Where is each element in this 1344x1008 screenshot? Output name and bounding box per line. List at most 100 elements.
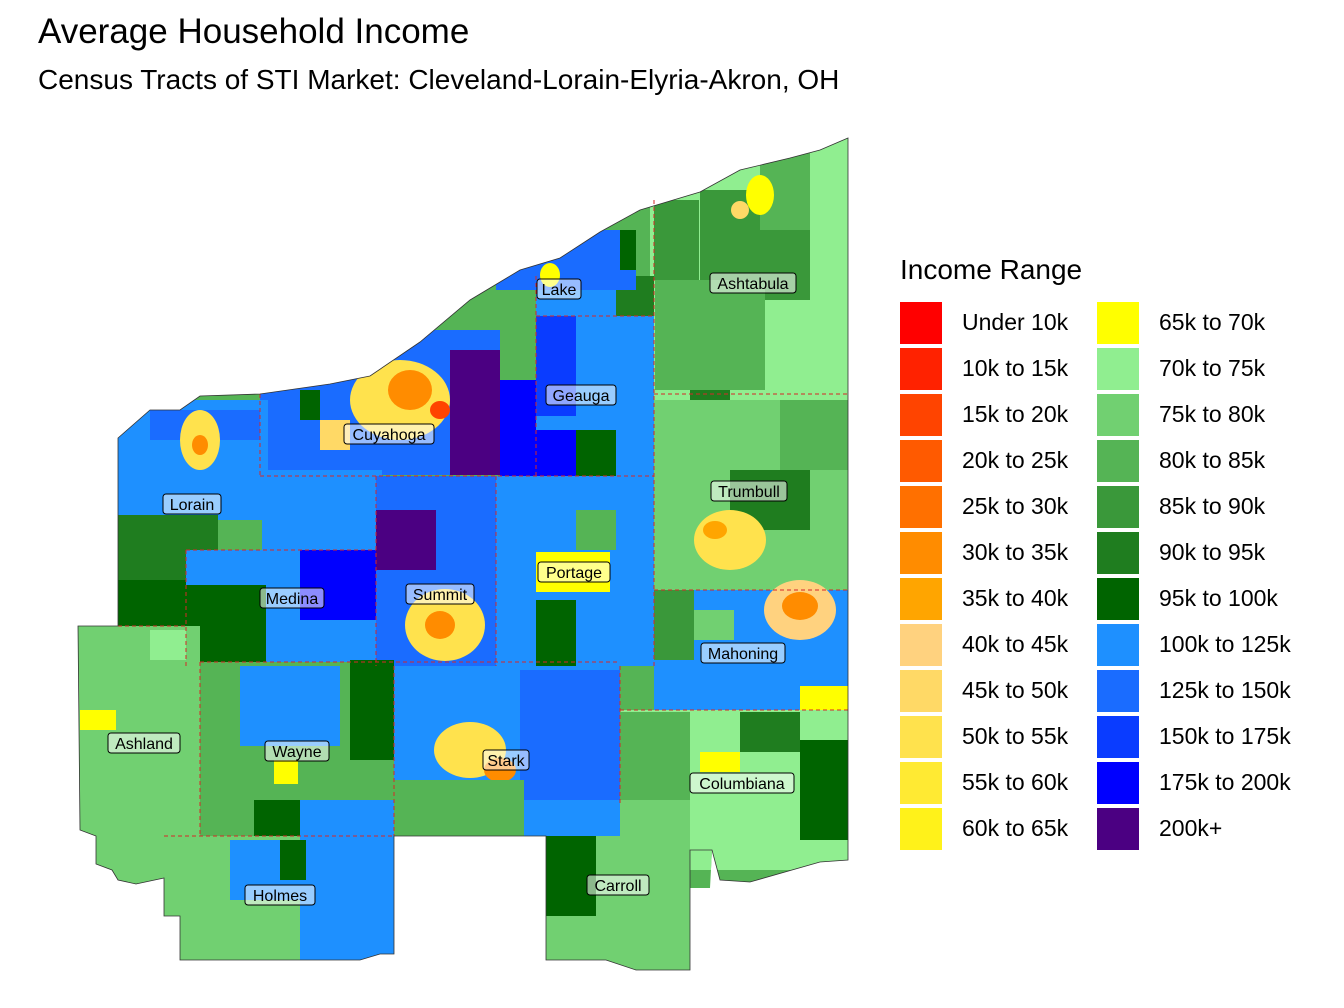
legend-label: 80k to 85k — [1159, 447, 1266, 473]
legend-swatch — [900, 716, 942, 758]
svg-text:Carroll: Carroll — [594, 878, 641, 895]
svg-text:Ashland: Ashland — [115, 736, 173, 753]
legend-item: 20k to 25k — [900, 438, 1120, 484]
legend-label: 30k to 35k — [962, 539, 1069, 565]
legend-swatch — [900, 348, 942, 390]
legend-swatch — [1097, 578, 1139, 620]
county-label-holmes: Holmes — [244, 884, 316, 906]
legend-item: 35k to 40k — [900, 576, 1120, 622]
legend-item: 55k to 60k — [900, 760, 1120, 806]
svg-text:Holmes: Holmes — [253, 888, 307, 905]
county-label-ashland: Ashland — [107, 732, 181, 754]
legend-label: 15k to 20k — [962, 401, 1069, 427]
legend-swatch — [1097, 762, 1139, 804]
map-subtitle: Census Tracts of STI Market: Cleveland-L… — [38, 64, 840, 95]
legend-swatch — [1097, 440, 1139, 482]
legend-item: 125k to 150k — [1097, 668, 1317, 714]
legend-label: 40k to 45k — [962, 631, 1069, 657]
legend-label: 125k to 150k — [1159, 677, 1291, 703]
legend-label: 10k to 15k — [962, 355, 1069, 381]
legend-item: 80k to 85k — [1097, 438, 1317, 484]
legend-item: 200k+ — [1097, 806, 1317, 852]
legend-label: 70k to 75k — [1159, 355, 1266, 381]
legend-swatch — [900, 394, 942, 436]
svg-text:Stark: Stark — [487, 753, 525, 770]
county-label-summit: Summit — [405, 583, 475, 605]
legend-label: 95k to 100k — [1159, 585, 1278, 611]
legend-swatch — [900, 670, 942, 712]
legend-item: 45k to 50k — [900, 668, 1120, 714]
legend-label: 55k to 60k — [962, 769, 1069, 795]
legend-item: 90k to 95k — [1097, 530, 1317, 576]
county-label-columbiana: Columbiana — [689, 772, 795, 794]
legend-label: 75k to 80k — [1159, 401, 1266, 427]
map-title: Average Household Income — [38, 12, 470, 51]
county-label-carroll: Carroll — [586, 874, 650, 896]
legend-item: 100k to 125k — [1097, 622, 1317, 668]
county-label-trumbull: Trumbull — [710, 480, 788, 502]
legend-item: 60k to 65k — [900, 806, 1120, 852]
svg-text:Columbiana: Columbiana — [699, 776, 784, 793]
legend-item: 85k to 90k — [1097, 484, 1317, 530]
svg-text:Ashtabula: Ashtabula — [717, 276, 788, 293]
region-outline — [77, 137, 849, 971]
county-label-lake: Lake — [536, 278, 582, 300]
legend-swatch — [1097, 670, 1139, 712]
legend-swatch — [900, 440, 942, 482]
county-borders — [118, 200, 848, 837]
legend-swatch — [900, 578, 942, 620]
legend-item: 75k to 80k — [1097, 392, 1317, 438]
legend-label: 20k to 25k — [962, 447, 1069, 473]
svg-text:Wayne: Wayne — [272, 744, 321, 761]
legend-item: 65k to 70k — [1097, 300, 1317, 346]
legend-swatch — [900, 808, 942, 850]
legend-swatch — [1097, 716, 1139, 758]
legend-swatch — [1097, 486, 1139, 528]
legend-item: 30k to 35k — [900, 530, 1120, 576]
svg-text:Summit: Summit — [413, 587, 468, 604]
county-label-mahoning: Mahoning — [700, 642, 786, 664]
county-labels: Lake Ashtabula Geauga Cuyahoga Lorain Tr… — [107, 272, 797, 906]
legend-swatch — [900, 762, 942, 804]
legend: Income Range Under 10k 10k to 15k 15k to 2… — [900, 252, 1291, 850]
svg-text:Cuyahoga: Cuyahoga — [353, 427, 426, 444]
legend-item: 10k to 15k — [900, 346, 1120, 392]
legend-label: 175k to 200k — [1159, 769, 1291, 795]
legend-swatch — [1097, 624, 1139, 666]
legend-item: 15k to 20k — [900, 392, 1120, 438]
legend-label: 200k+ — [1159, 815, 1223, 841]
legend-swatch — [900, 486, 942, 528]
county-label-lorain: Lorain — [162, 493, 222, 515]
legend-label: 150k to 175k — [1159, 723, 1291, 749]
legend-item: 70k to 75k — [1097, 346, 1317, 392]
county-label-cuyahoga: Cuyahoga — [343, 423, 435, 445]
legend-swatch — [900, 624, 942, 666]
legend-label: 85k to 90k — [1159, 493, 1266, 519]
legend-label: 50k to 55k — [962, 723, 1069, 749]
county-label-medina: Medina — [259, 587, 325, 609]
legend-item: Under 10k — [900, 300, 1120, 346]
legend-swatch — [1097, 302, 1139, 344]
county-label-wayne: Wayne — [264, 740, 330, 762]
svg-text:Lorain: Lorain — [170, 497, 214, 514]
county-label-geauga: Geauga — [545, 384, 617, 406]
legend-label: 65k to 70k — [1159, 309, 1266, 335]
legend-label: 100k to 125k — [1159, 631, 1291, 657]
legend-item: 25k to 30k — [900, 484, 1120, 530]
legend-label: 60k to 65k — [962, 815, 1069, 841]
legend-item: 40k to 45k — [900, 622, 1120, 668]
legend-label: 25k to 30k — [962, 493, 1069, 519]
county-label-stark: Stark — [482, 749, 530, 771]
legend-item: 50k to 55k — [900, 714, 1120, 760]
choropleth-map: Lake Ashtabula Geauga Cuyahoga Lorain Tr… — [77, 137, 849, 971]
legend-label: 35k to 40k — [962, 585, 1069, 611]
svg-text:Mahoning: Mahoning — [708, 646, 778, 663]
svg-text:Trumbull: Trumbull — [718, 484, 780, 501]
legend-item: 175k to 200k — [1097, 760, 1317, 806]
county-label-ashtabula: Ashtabula — [709, 272, 797, 294]
legend-swatch — [1097, 348, 1139, 390]
svg-text:Lake: Lake — [542, 282, 577, 299]
legend-swatch — [900, 532, 942, 574]
legend-swatch — [1097, 808, 1139, 850]
legend-swatch — [1097, 394, 1139, 436]
